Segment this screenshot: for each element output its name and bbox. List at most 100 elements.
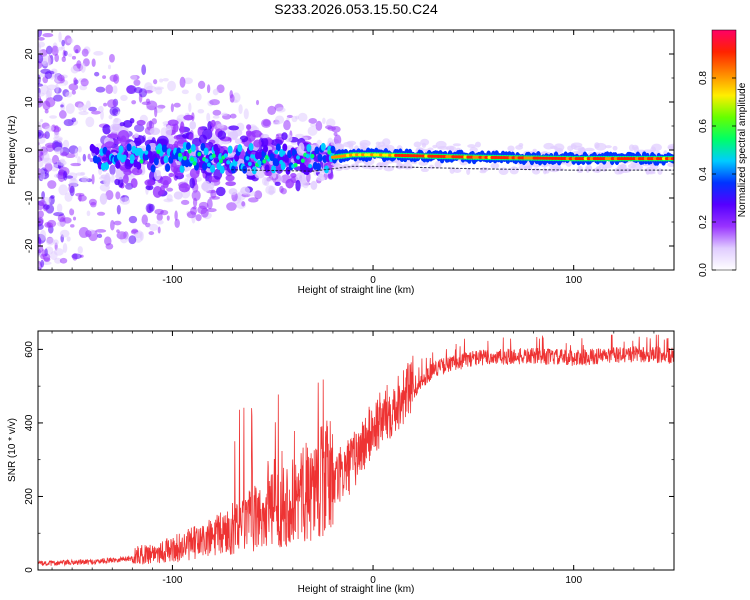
spectral-blob: [144, 179, 156, 187]
spectral-halo: [509, 166, 519, 175]
spectrogram-xtick-label: 100: [565, 275, 582, 286]
spectral-blob: [197, 80, 206, 89]
spectral-halo: [532, 148, 537, 153]
ridge-edge: [495, 168, 499, 170]
ridge-core: [385, 153, 390, 157]
spectral-blob: [43, 204, 50, 210]
ridge-core: [658, 157, 663, 161]
spectral-blob: [325, 125, 333, 130]
spectral-blob: [120, 94, 128, 102]
ridge-edge: [423, 166, 427, 169]
ridge-edge: [263, 169, 267, 171]
spectral-blob: [206, 112, 211, 123]
ridge-outer: [280, 162, 286, 171]
spectral-blob: [102, 75, 107, 79]
ridge-edge: [596, 169, 600, 171]
spectral-blob: [73, 44, 81, 54]
ridge-edge: [600, 169, 604, 171]
spectral-blob: [63, 170, 68, 181]
spectral-blob: [57, 220, 66, 227]
ridge-outer: [118, 145, 124, 154]
figure-title: S233.2026.053.15.50.C24: [274, 1, 438, 17]
spectral-blob: [47, 180, 57, 189]
ridge-core: [496, 155, 501, 160]
ridge-edge: [536, 169, 540, 171]
spectral-halo: [467, 144, 476, 148]
ridge-core: [667, 157, 672, 161]
ridge-core: [553, 156, 558, 160]
ridge-core: [565, 156, 570, 161]
spectral-blob: [255, 99, 260, 106]
ridge-edge: [451, 167, 455, 169]
ridge-core: [339, 154, 344, 158]
ridge-middle: [262, 159, 267, 164]
ridge-edge: [319, 169, 323, 171]
spectral-blob: [80, 62, 86, 73]
ridge-outer: [126, 143, 132, 152]
ridge-middle: [296, 155, 301, 160]
ridge-core: [433, 154, 438, 158]
spectral-blob: [102, 124, 111, 135]
spectral-blob: [178, 183, 191, 193]
ridge-edge: [524, 168, 528, 171]
ridge-edge: [516, 168, 520, 170]
ridge-edge: [608, 169, 612, 171]
spectral-halo: [428, 164, 434, 170]
ridge-edge: [612, 169, 616, 171]
spectral-halo: [542, 167, 547, 175]
ridge-core: [388, 153, 393, 157]
ridge-edge: [560, 169, 564, 171]
spectral-blob: [105, 84, 114, 95]
ridge-outer: [104, 162, 110, 171]
ridge-outer: [330, 145, 336, 154]
spectral-blob: [201, 180, 211, 192]
ridge-middle: [122, 154, 127, 160]
ridge-core: [391, 153, 396, 157]
ridge-core: [409, 154, 414, 158]
spectral-blob: [73, 77, 78, 86]
ridge-edge: [351, 165, 355, 167]
spectral-blob: [189, 177, 196, 189]
spectral-blob: [42, 33, 54, 38]
spectral-blob: [179, 76, 186, 88]
spectral-blob: [45, 45, 53, 55]
ridge-edge: [463, 167, 467, 170]
colorbar-tick-label: 0.8: [698, 71, 709, 85]
ridge-core: [436, 154, 441, 158]
ridge-outer: [136, 161, 142, 170]
spectral-halo: [548, 166, 560, 173]
spectral-blob: [71, 177, 77, 182]
ridge-edge: [552, 169, 556, 171]
ridge-middle: [310, 153, 315, 159]
spectral-halo: [577, 165, 583, 173]
ridge-edge: [323, 169, 327, 171]
snr-xtick-label: -100: [162, 575, 182, 586]
colorbar-frame: [711, 29, 737, 271]
spectral-blob: [298, 142, 305, 153]
spectral-blob: [238, 104, 243, 115]
spectral-blob: [212, 88, 219, 96]
ridge-edge: [499, 168, 503, 170]
spectral-blob: [117, 129, 130, 142]
ridge-core: [622, 157, 627, 161]
ridge-edge: [379, 165, 383, 168]
ridge-edge: [475, 168, 479, 170]
ridge-core: [664, 157, 669, 161]
spectral-blob: [272, 121, 281, 125]
ridge-core: [345, 153, 350, 157]
ridge-outer: [248, 142, 254, 151]
ridge-middle: [187, 149, 192, 154]
spectral-blob: [38, 54, 44, 64]
spectrogram-heatmap: [38, 30, 674, 270]
ridge-outer: [237, 144, 243, 153]
spectral-blob: [53, 94, 63, 102]
ridge-core: [520, 156, 525, 160]
ridge-middle: [226, 160, 231, 165]
spectrogram-ytick-label: 20: [24, 48, 35, 60]
spectral-halo: [401, 162, 413, 170]
spectral-blob: [251, 129, 262, 138]
ridge-edge: [279, 170, 283, 172]
ridge-edge: [395, 166, 399, 168]
spectral-blob: [163, 198, 174, 203]
